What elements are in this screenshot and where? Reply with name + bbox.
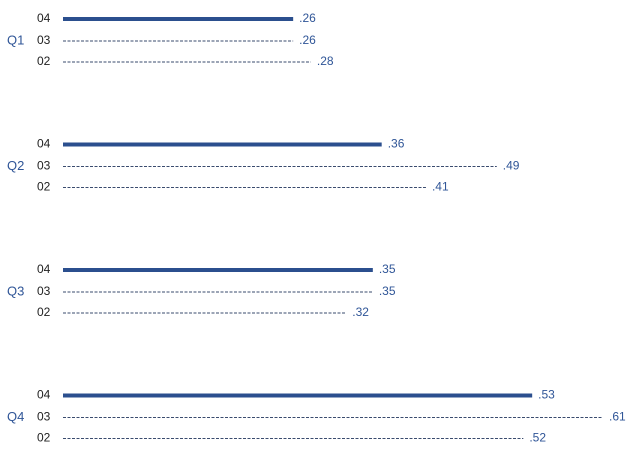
series-label: 02 <box>37 305 51 319</box>
value-label: .26 <box>299 33 316 47</box>
group-label: Q1 <box>7 32 24 47</box>
series-label: 02 <box>37 54 51 68</box>
series-label: 04 <box>37 137 51 151</box>
value-label: .49 <box>503 159 520 173</box>
value-label: .41 <box>432 180 449 194</box>
value-label: .52 <box>529 431 546 445</box>
series-label: 04 <box>37 262 51 276</box>
group-label: Q4 <box>7 409 24 424</box>
value-label: .28 <box>317 54 334 68</box>
value-label: .26 <box>299 11 316 25</box>
value-label: .32 <box>352 305 369 319</box>
series-label: 03 <box>37 33 51 47</box>
series-label: 03 <box>37 159 51 173</box>
value-label: .61 <box>609 410 626 424</box>
value-label: .35 <box>379 262 396 276</box>
series-label: 02 <box>37 180 51 194</box>
series-label: 03 <box>37 410 51 424</box>
series-label: 04 <box>37 388 51 402</box>
value-label: .35 <box>379 284 396 298</box>
group-label: Q3 <box>7 283 24 298</box>
series-label: 04 <box>37 11 51 25</box>
value-label: .36 <box>388 137 405 151</box>
series-label: 02 <box>37 431 51 445</box>
group-label: Q2 <box>7 158 24 173</box>
value-label: .53 <box>538 388 555 402</box>
series-label: 03 <box>37 284 51 298</box>
